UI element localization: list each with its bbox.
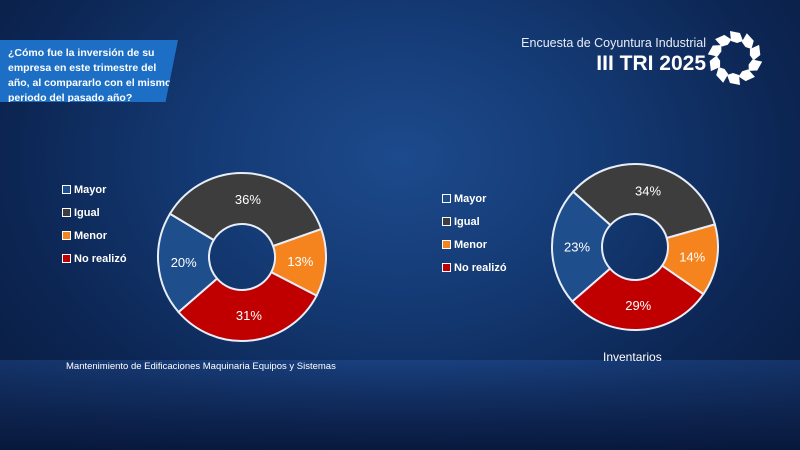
legend-swatch (442, 240, 451, 249)
legend-label: No realizó (454, 261, 507, 274)
legend-item-mayor: Mayor (62, 178, 127, 201)
legend-item-igual: Igual (62, 201, 127, 224)
legend-item-menor: Menor (62, 224, 127, 247)
donut-slice-igual (571, 163, 717, 240)
logo-segment (741, 33, 754, 49)
legend-label: Igual (74, 206, 100, 219)
data-label: 14% (679, 249, 705, 264)
legend-swatch (442, 194, 451, 203)
logo-segment (749, 44, 761, 61)
legend-item-menor: Menor (442, 233, 507, 256)
donut-slice-no-realiz- (177, 270, 318, 342)
survey-title: Encuesta de Coyuntura Industrial (521, 36, 706, 50)
logo-segment (748, 59, 763, 71)
legend-swatch (62, 185, 71, 194)
data-label: 34% (635, 183, 661, 198)
donut-slice-no-realiz- (570, 264, 705, 331)
legend-right: Mayor Igual Menor No realizó (442, 187, 507, 279)
legend-label: Mayor (74, 183, 107, 196)
legend-swatch (62, 254, 71, 263)
period-title: III TRI 2025 (596, 52, 706, 75)
logo-segment (716, 67, 729, 83)
data-label: 23% (564, 240, 590, 255)
logo-segment (709, 55, 721, 72)
legend-item-igual: Igual (442, 210, 507, 233)
logo-segment (715, 34, 732, 47)
data-label: 29% (625, 298, 651, 313)
donut-slice-igual (168, 172, 323, 248)
logo-segment (738, 69, 755, 82)
legend-label: Igual (454, 215, 480, 228)
background-floor (0, 360, 800, 450)
data-label: 20% (171, 255, 197, 270)
legend-label: Menor (74, 229, 107, 242)
legend-swatch (62, 208, 71, 217)
chart-caption-inventarios: Inventarios (603, 350, 662, 364)
legend-item-no-realizo: No realizó (62, 247, 127, 270)
donut-slice-mayor (551, 190, 612, 303)
legend-swatch (62, 231, 71, 240)
logo-segment (730, 31, 743, 43)
legend-swatch (442, 217, 451, 226)
survey-logo-icon (707, 31, 763, 85)
question-banner: ¿Cómo fue la inversión de su empresa en … (0, 40, 178, 102)
data-label: 13% (287, 254, 313, 269)
logo-segment (727, 73, 740, 85)
legend-swatch (442, 263, 451, 272)
donut-slice-mayor (157, 212, 219, 314)
legend-label: No realizó (74, 252, 127, 265)
data-label: 31% (236, 308, 262, 323)
data-label: 36% (235, 192, 261, 207)
legend-item-no-realizo: No realizó (442, 256, 507, 279)
question-text: ¿Cómo fue la inversión de su empresa en … (8, 47, 172, 104)
legend-label: Mayor (454, 192, 487, 205)
chart-caption-mantenimiento: Mantenimiento de Edificaciones Maquinari… (66, 361, 336, 372)
logo-segment (707, 45, 722, 57)
legend-item-mayor: Mayor (442, 187, 507, 210)
legend-label: Menor (454, 238, 487, 251)
legend-left: Mayor Igual Menor No realizó (62, 178, 127, 270)
